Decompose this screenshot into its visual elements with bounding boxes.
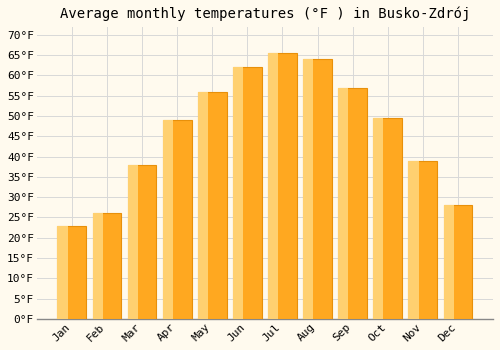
Title: Average monthly temperatures (°F ) in Busko-Zdrój: Average monthly temperatures (°F ) in Bu… [60, 7, 470, 21]
Bar [303, 59, 313, 319]
Bar [128, 165, 138, 319]
Bar [92, 214, 102, 319]
Bar [233, 67, 243, 319]
Bar [338, 88, 348, 319]
Bar [444, 205, 472, 319]
Bar [408, 161, 437, 319]
Bar [233, 67, 262, 319]
Bar [198, 92, 226, 319]
Bar [58, 225, 86, 319]
Bar [338, 88, 367, 319]
Bar [128, 165, 156, 319]
Bar [58, 225, 68, 319]
Bar [268, 53, 297, 319]
Bar [444, 205, 454, 319]
Bar [303, 59, 332, 319]
Bar [92, 214, 122, 319]
Bar [374, 118, 384, 319]
Bar [198, 92, 208, 319]
Bar [268, 53, 278, 319]
Bar [374, 118, 402, 319]
Bar [163, 120, 173, 319]
Bar [163, 120, 192, 319]
Bar [408, 161, 418, 319]
